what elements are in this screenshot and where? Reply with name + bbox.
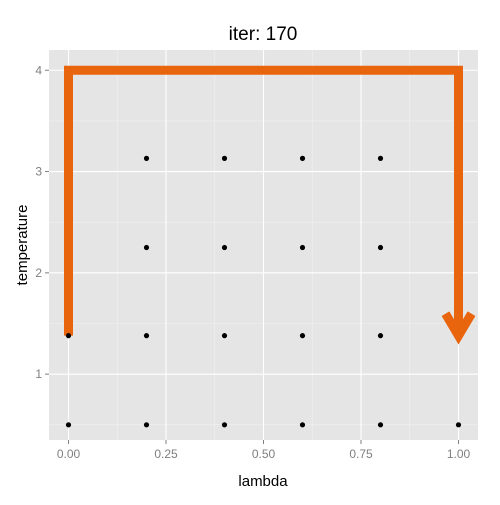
y-tick-label: 3 <box>35 165 42 179</box>
data-point <box>221 422 228 428</box>
path-line <box>64 65 463 336</box>
data-point <box>143 244 150 251</box>
x-axis-title: lambda <box>238 473 288 490</box>
data-point <box>221 155 228 161</box>
y-tick-label: 2 <box>35 266 42 280</box>
data-point <box>299 422 306 428</box>
data-point <box>299 155 306 161</box>
y-tick-label: 1 <box>35 367 42 381</box>
data-point <box>221 244 228 251</box>
data-point <box>65 422 72 428</box>
data-point <box>377 422 384 428</box>
data-point <box>65 333 72 339</box>
data-point <box>143 155 150 161</box>
data-point <box>299 244 306 251</box>
chart-title: iter: 170 <box>229 24 298 45</box>
points-layer <box>65 155 462 428</box>
x-tick-label: 0.75 <box>349 447 373 461</box>
data-point <box>377 333 384 339</box>
x-tick-label: 1.00 <box>447 447 471 461</box>
x-axis-ticks: 0.00 0.25 0.50 0.75 1.00 <box>57 440 471 461</box>
x-tick-label: 0.50 <box>252 447 276 461</box>
data-point <box>377 155 384 161</box>
data-point <box>143 422 150 428</box>
y-axis-title: temperature <box>14 205 31 286</box>
data-point <box>455 422 462 428</box>
data-point <box>299 333 306 339</box>
path-layer <box>64 65 476 345</box>
data-point <box>143 333 150 339</box>
y-axis-ticks: 1 2 3 4 <box>35 63 49 381</box>
x-tick-label: 0.00 <box>57 447 81 461</box>
data-point <box>221 333 228 339</box>
x-tick-label: 0.25 <box>154 447 178 461</box>
path-arrowhead <box>441 311 476 345</box>
y-tick-label: 4 <box>35 63 42 77</box>
data-point <box>377 244 384 251</box>
